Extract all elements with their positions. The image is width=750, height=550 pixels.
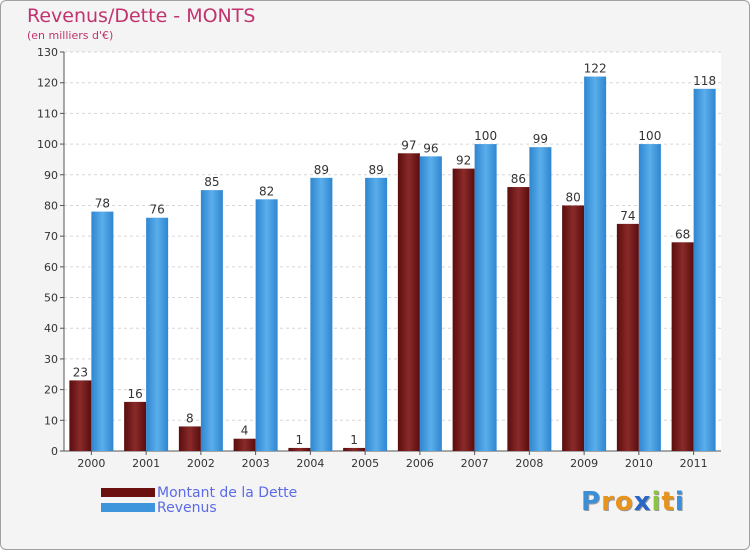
data-label: 76 — [149, 203, 164, 217]
data-label: 1 — [350, 433, 358, 447]
y-tick-label: 10 — [44, 414, 58, 427]
legend-item-dette: Montant de la Dette — [101, 484, 298, 501]
logo-letter: i — [674, 487, 685, 517]
data-label: 23 — [73, 365, 88, 379]
bar-dette — [69, 380, 92, 451]
data-label: 92 — [456, 154, 471, 168]
data-label: 118 — [693, 74, 716, 88]
data-label: 100 — [474, 129, 497, 143]
x-tick-label: 2004 — [296, 457, 324, 470]
x-tick-label: 2008 — [515, 457, 543, 470]
bar-dette — [671, 242, 694, 451]
legend: Montant de la Dette Revenus — [101, 484, 298, 516]
x-tick-label: 2003 — [242, 457, 270, 470]
bar-revenus — [693, 88, 716, 451]
logo-letter: i — [651, 487, 662, 517]
bar-revenus — [529, 147, 552, 451]
y-tick-label: 120 — [37, 77, 58, 90]
logo-letter: r — [601, 487, 615, 517]
x-tick-label: 2002 — [187, 457, 215, 470]
data-label: 1 — [296, 433, 304, 447]
bar-revenus — [91, 211, 114, 451]
data-label: 97 — [401, 138, 416, 152]
bar-dette — [343, 447, 366, 451]
x-tick-label: 2000 — [77, 457, 105, 470]
bar-dette — [124, 401, 147, 451]
data-label: 96 — [423, 141, 438, 155]
legend-item-revenus: Revenus — [101, 499, 297, 516]
legend-swatch-revenus — [101, 503, 155, 512]
plot-area — [64, 52, 721, 451]
y-tick-label: 90 — [44, 169, 58, 182]
data-label: 100 — [638, 129, 661, 143]
bar-revenus — [419, 156, 442, 451]
logo-letter: x — [633, 487, 652, 517]
bar-revenus — [200, 190, 223, 451]
y-tick-label: 40 — [44, 322, 58, 335]
x-tick-label: 2010 — [625, 457, 653, 470]
y-tick-label: 130 — [37, 46, 58, 59]
x-tick-label: 2001 — [132, 457, 160, 470]
logo-letter: t — [661, 487, 675, 517]
bar-dette — [507, 187, 530, 452]
data-label: 89 — [314, 163, 329, 177]
bar-dette — [288, 447, 311, 451]
logo-letter: P — [581, 487, 602, 517]
data-label: 122 — [584, 62, 607, 76]
bar-revenus — [255, 199, 278, 451]
x-tick-label: 2009 — [570, 457, 598, 470]
bar-dette — [562, 205, 585, 451]
data-label: 16 — [127, 387, 142, 401]
legend-label-revenus: Revenus — [157, 499, 217, 516]
y-tick-label: 60 — [44, 261, 58, 274]
data-label: 89 — [368, 163, 383, 177]
proxiti-logo: Proxiti — [581, 487, 685, 517]
data-label: 82 — [259, 184, 274, 198]
data-label: 85 — [204, 175, 219, 189]
x-tick-label: 2006 — [406, 457, 434, 470]
legend-label-dette: Montant de la Dette — [157, 484, 298, 501]
bar-revenus — [638, 144, 661, 452]
bar-dette — [397, 153, 420, 452]
data-label: 86 — [511, 172, 526, 186]
y-tick-label: 30 — [44, 353, 58, 366]
y-tick-label: 0 — [51, 445, 58, 458]
logo-letter: o — [614, 487, 634, 517]
x-tick-label: 2011 — [680, 457, 708, 470]
y-tick-label: 80 — [44, 199, 58, 212]
chart-title: Revenus/Dette - MONTS — [27, 5, 256, 27]
y-tick-label: 110 — [37, 107, 58, 120]
data-label: 4 — [241, 424, 249, 438]
bar-dette — [616, 223, 639, 451]
bar-revenus — [474, 144, 497, 452]
data-label: 80 — [565, 190, 580, 204]
data-label: 8 — [186, 411, 194, 425]
bar-revenus — [584, 76, 607, 452]
bar-revenus — [365, 177, 388, 452]
bar-dette — [233, 438, 256, 451]
data-label: 74 — [620, 209, 635, 223]
y-tick-label: 20 — [44, 384, 58, 397]
chart-subtitle: (en milliers d'€) — [27, 29, 114, 42]
y-tick-label: 70 — [44, 230, 58, 243]
x-tick-label: 2007 — [461, 457, 489, 470]
data-label: 68 — [675, 227, 690, 241]
bar-revenus — [310, 177, 333, 452]
bar-dette — [452, 168, 475, 451]
x-tick-label: 2005 — [351, 457, 379, 470]
y-tick-label: 100 — [37, 138, 58, 151]
y-tick-label: 50 — [44, 292, 58, 305]
legend-swatch-dette — [101, 488, 155, 497]
bar-revenus — [146, 217, 169, 451]
data-label: 78 — [95, 197, 110, 211]
bar-dette — [178, 426, 201, 451]
data-label: 99 — [533, 132, 548, 146]
